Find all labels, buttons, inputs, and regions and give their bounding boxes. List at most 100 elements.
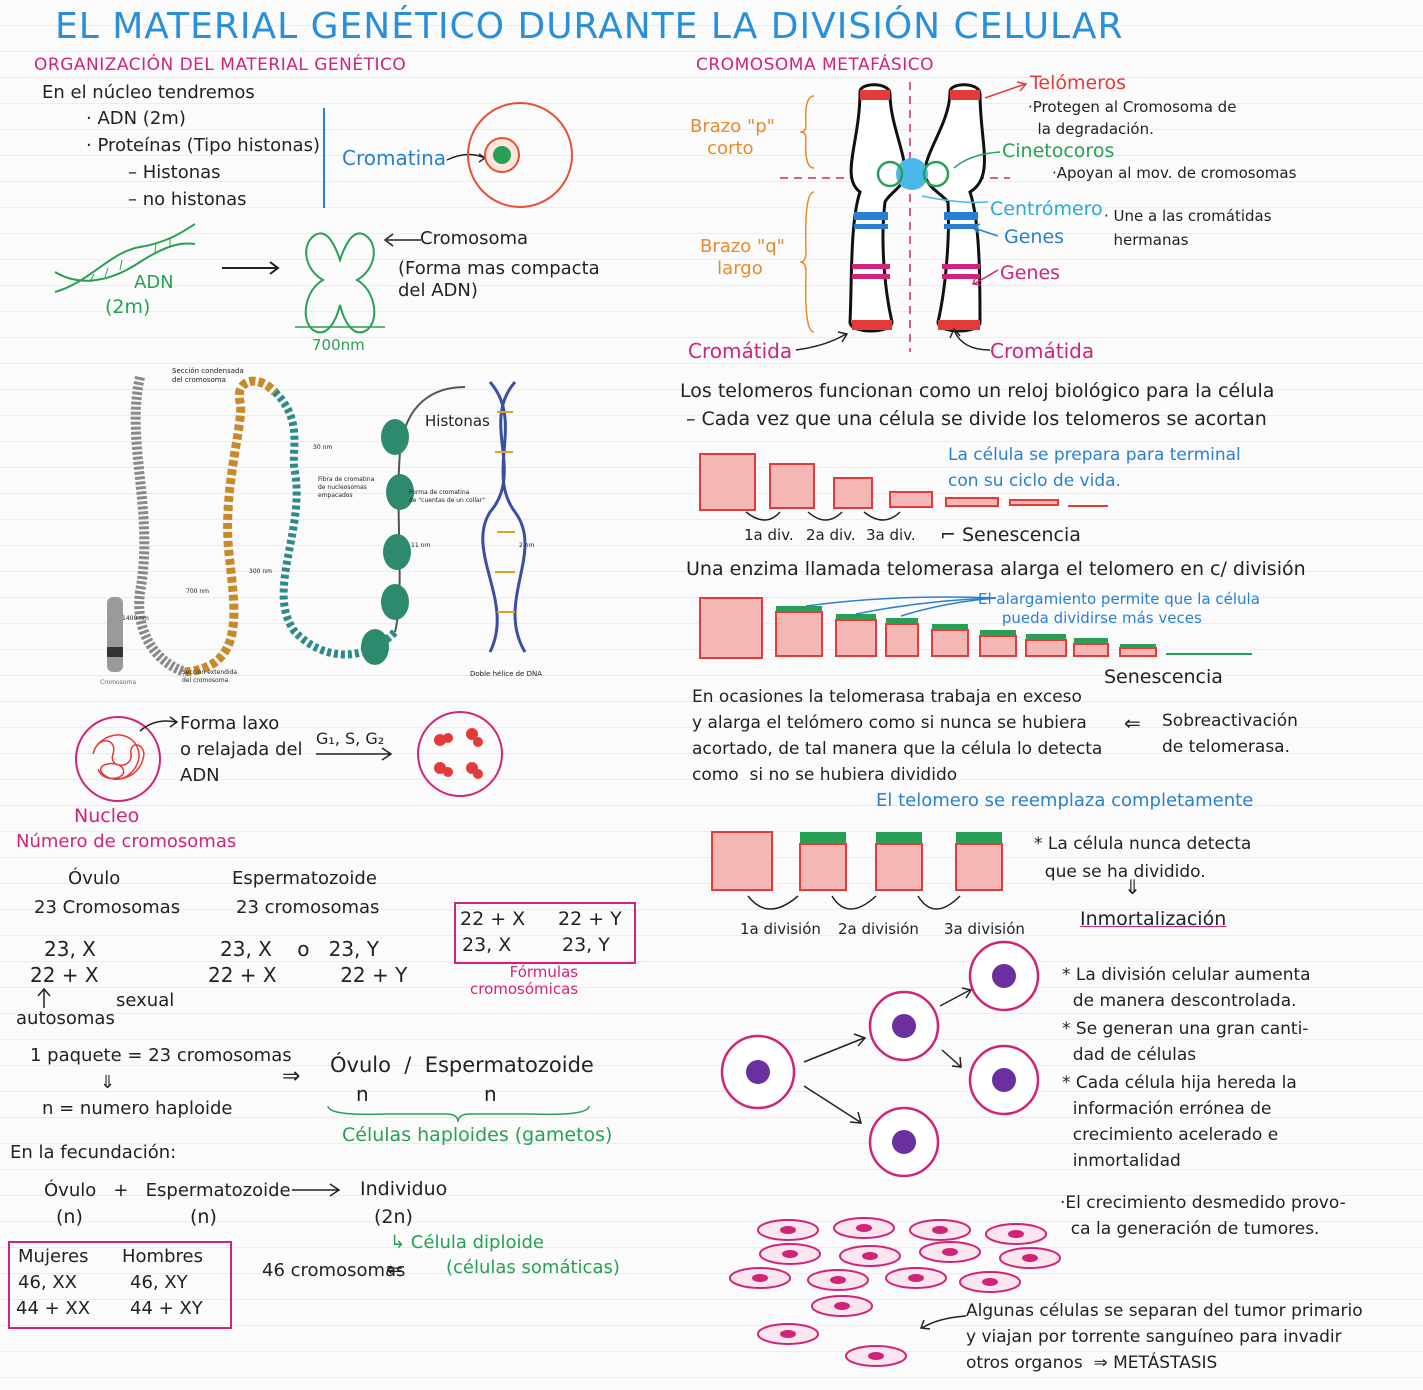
paquete-line: 1 paquete = 23 cromosomas: [30, 1045, 292, 1066]
immortal-row: [711, 831, 1003, 910]
tumores-text: ·El crecimiento desmedido provo- ca la g…: [1060, 1193, 1346, 1239]
fig-histonas: Histonas: [425, 412, 490, 430]
fig-cromosoma: Cromosoma: [100, 679, 137, 686]
sobreactivacion-text: Sobreactivación de telomerasa.: [1162, 711, 1298, 757]
formula-23x: 23, X: [462, 934, 512, 956]
enzima-text: Una enzima llamada telomerasa alarga el …: [686, 558, 1306, 580]
exceso-text: En ocasiones la telomerasa trabaja en ex…: [692, 687, 1103, 785]
brace-q: [799, 191, 815, 333]
inmortalizacion-label: Inmortalización: [1080, 908, 1227, 930]
formula-23y: 23, Y: [562, 934, 610, 956]
ovulo-title: Óvulo: [68, 868, 121, 889]
telomeros-reloj-2: – Cada vez que una célula se divide los …: [686, 408, 1267, 430]
cell-nucleus-icon: [467, 102, 573, 208]
division2-label: 2a división: [838, 920, 919, 938]
hombres-f2: 44 + XY: [130, 1298, 203, 1319]
formulas-label: Fórmulas cromosómicas: [470, 963, 579, 998]
esperm-count: 23 cromosomas: [236, 897, 380, 918]
item-proteinas: · Proteínas (Tipo histonas): [86, 135, 320, 156]
nucleo-label: Nucleo: [74, 805, 140, 827]
fig-700nm: 700 nm: [186, 588, 210, 595]
adn-length: (2m): [105, 296, 151, 318]
centromero-label: Centrómero: [990, 198, 1103, 220]
formula-box: [454, 902, 636, 964]
fec-ovulo-esperm: Óvulo + Espermatozoide: [44, 1180, 291, 1201]
div2-label: 2a div.: [806, 526, 856, 544]
brace-p: [799, 95, 815, 169]
phases-arrow: [316, 747, 393, 761]
esperm-title: Espermatozoide: [232, 868, 377, 889]
nucleus-intro: En el núcleo tendremos: [42, 82, 255, 103]
dna-helix-icon: [54, 223, 196, 293]
fig-300nm: 300 nm: [249, 568, 273, 575]
autosomas-arrow: [37, 987, 51, 1008]
metafasico-heading: CROMOSOMA METAFÁSICO: [696, 55, 934, 75]
cromatina-brace: [323, 108, 325, 208]
cell-cycle-phases: G₁, S, G₂: [316, 729, 385, 748]
esperm-formula1: 23, X o 23, Y: [220, 937, 379, 961]
celula-diploide: ↳ Célula diploide: [390, 1232, 544, 1253]
fig-11nm: 11 nm: [411, 542, 431, 549]
item-no-histonas: – no histonas: [128, 189, 247, 210]
senescencia-2: Senescencia: [1104, 666, 1223, 688]
hombres-f1: 46, XY: [130, 1272, 188, 1293]
nucleo-arrow: [139, 716, 179, 732]
telomeros-desc: ·Protegen al Cromosoma de la degradación…: [1028, 98, 1237, 138]
metastasis-text: Algunas células se separan del tumor pri…: [966, 1301, 1363, 1373]
cinetocoros-arrow: [953, 151, 1001, 169]
cinetocoros-label: Cinetocoros: [1002, 140, 1115, 162]
item-histonas: – Histonas: [128, 162, 221, 183]
division1-label: 1a división: [740, 920, 821, 938]
cromosomas46: 46 cromosomas: [262, 1260, 406, 1281]
nunca-text: * La célula nunca detecta que se ha divi…: [1034, 834, 1252, 882]
genes-label-1: Genes: [1004, 226, 1065, 248]
nucleo-desc: Forma laxo o relajada del ADN: [180, 713, 303, 786]
brazo-q-label: Brazo "q" largo: [700, 236, 785, 279]
chromatin-compaction-figure: [107, 375, 527, 677]
metastasis-arrow: [919, 1315, 967, 1330]
ovulo-formula1: 23, X: [44, 937, 96, 961]
implies-arrow: ⇒: [282, 1064, 301, 1089]
cromatida-left-arrow: [795, 331, 849, 351]
centromero-desc: · Une a las cromátidas hermanas: [1104, 207, 1272, 249]
numero-heading: Número de cromosomas: [16, 831, 237, 852]
celulas-somaticas: (células somáticas): [446, 1257, 620, 1278]
cromatida-left: Cromátida: [688, 339, 793, 363]
fig-seccion-condensada: Sección condensada del cromosoma: [172, 367, 244, 384]
left-arrow-sobre: ⇐: [1124, 711, 1141, 735]
telomeros-label: Telómeros: [1030, 72, 1127, 94]
cromosoma-desc: (Forma mas compacta del ADN): [398, 258, 600, 301]
ovulo-formula2: 22 + X: [30, 963, 99, 987]
item-adn: · ADN (2m): [86, 108, 186, 129]
fecundacion-heading: En la fecundación:: [10, 1142, 177, 1163]
fig-2nm: 2 nm: [519, 542, 535, 549]
cromatida-right: Cromátida: [990, 339, 1095, 363]
arrow-right: [222, 261, 280, 275]
div1-label: 1a div.: [744, 526, 794, 544]
individuo: Individuo: [360, 1178, 448, 1200]
bullet-2: * Se generan una gran canti- dad de célu…: [1062, 1019, 1309, 1065]
fig-seccion-extendida: Sección extendida del cromosoma: [182, 669, 238, 684]
division3-label: 3a división: [944, 920, 1025, 938]
n1-label: n: [356, 1082, 369, 1106]
bullet-1: * La división celular aumenta de manera …: [1062, 965, 1311, 1011]
mujeres-label: Mujeres: [18, 1246, 89, 1267]
fig-fibra: Fibra de cromatina de nucleosomas empaca…: [318, 476, 375, 499]
metaphase-chromosome-diagram: [780, 82, 1010, 352]
cromosoma-label: Cromosoma: [420, 228, 529, 249]
loose-dna-nucleus-icon: [75, 716, 161, 802]
cinetocoros-desc: ·Apoyan al mov. de cromosomas: [1052, 164, 1297, 182]
size-label: 700nm: [312, 336, 365, 354]
individuo-2n: (2n): [374, 1206, 413, 1228]
reemplaza-text: El telomero se reemplaza completamente: [876, 790, 1254, 811]
fec-arrow: [292, 1183, 341, 1197]
telomeros-arrow: [984, 81, 1028, 99]
sex-formula-box: [8, 1241, 232, 1329]
haploid-brace: [327, 1105, 590, 1123]
senescencia-1: ⌐ Senescencia: [940, 524, 1081, 546]
autosomas-label: autosomas: [16, 1008, 115, 1029]
prepara-text: La célula se prepara para terminal con s…: [948, 445, 1241, 491]
fig-forma-collar: Forma de cromatina de "cuentas de un col…: [409, 489, 485, 504]
org-heading: ORGANIZACIÓN DEL MATERIAL GENÉTICO: [34, 55, 407, 75]
genes2-arrow: [971, 269, 999, 286]
